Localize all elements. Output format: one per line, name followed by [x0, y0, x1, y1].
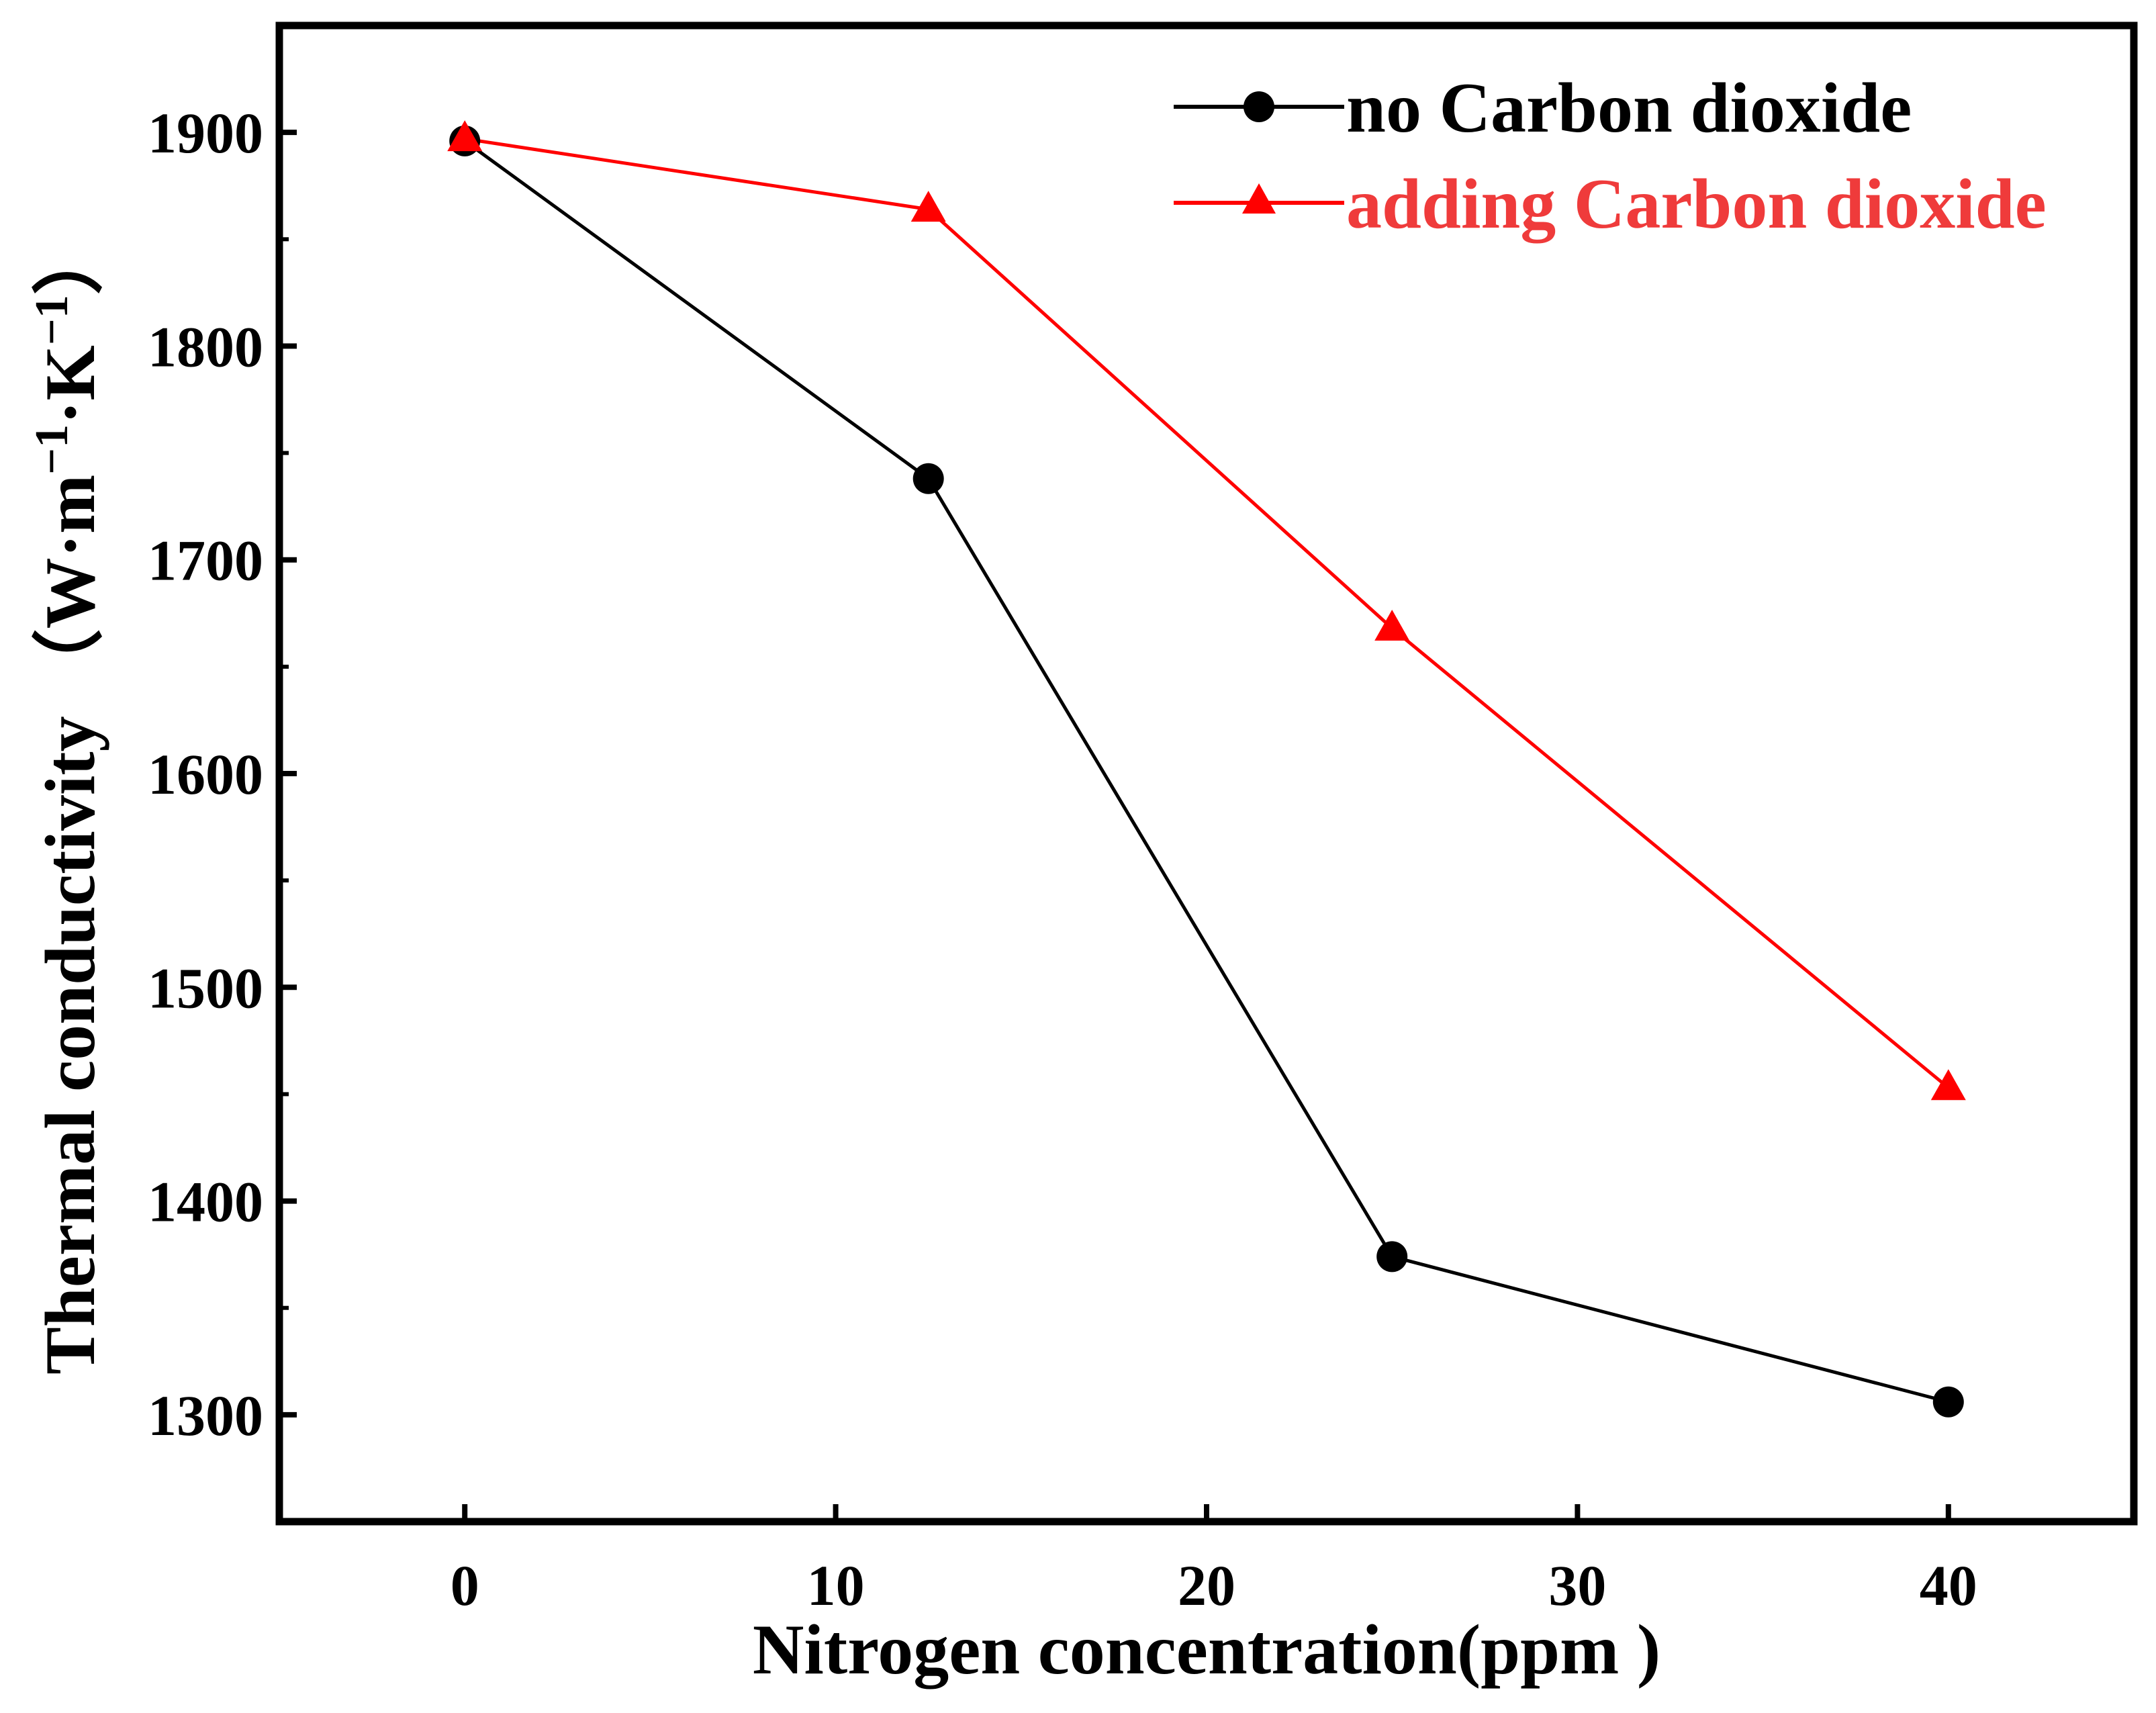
y-tick-label: 1800 — [148, 314, 263, 379]
y-axis-unit-w: W — [31, 557, 109, 629]
plot-frame — [275, 21, 2138, 1526]
y-tick-label: 1400 — [148, 1170, 263, 1234]
tick-labels: 0 10 20 30 40 1300 1400 1500 1600 1700 1800 1900 — [148, 101, 1977, 1618]
data-point-no-carbon-dioxide — [1932, 1386, 1964, 1418]
y-tick-label: 1700 — [148, 528, 263, 593]
y-axis-label: Thermal conductivity（W·m−1·K−1） — [26, 224, 109, 1375]
legend-label-no-carbon-dioxide: no Carbon dioxide — [1346, 68, 1912, 147]
data-point-adding-carbon-dioxide — [910, 191, 946, 222]
y-tick-label: 1300 — [148, 1383, 263, 1448]
y-axis-label-group: Thermal conductivity（W·m−1·K−1） — [26, 224, 109, 1375]
y-axis-unit-dot-2: · — [31, 400, 109, 424]
legend-marker-no-carbon-dioxide — [1244, 91, 1274, 122]
y-tick-label: 1600 — [148, 742, 263, 806]
y-tick-label: 1900 — [148, 101, 263, 165]
series-lines — [463, 137, 1950, 1404]
data-point-adding-carbon-dioxide — [1930, 1069, 1966, 1101]
x-tick-label: 30 — [1548, 1553, 1606, 1618]
legend: no Carbon dioxide adding Carbon dioxide — [1174, 68, 2047, 243]
y-tick-label: 1500 — [148, 956, 263, 1020]
series-line-no-carbon-dioxide — [463, 139, 1949, 1404]
y-axis-unit-k: K — [31, 345, 109, 400]
data-point-adding-carbon-dioxide — [447, 120, 483, 152]
y-axis-unit-dot-1: · — [31, 534, 109, 557]
x-tick-label: 0 — [451, 1553, 479, 1618]
series-markers — [447, 120, 1966, 1418]
x-tick-label: 40 — [1920, 1553, 1977, 1618]
data-point-no-carbon-dioxide — [912, 463, 944, 494]
x-tick-label: 10 — [807, 1553, 865, 1618]
legend-marker-adding-carbon-dioxide — [1242, 183, 1276, 214]
y-axis-unit-open: （ — [31, 629, 109, 700]
x-axis-label: Nitrogen concentration(ppm ) — [753, 1610, 1660, 1689]
x-tick-label: 20 — [1178, 1553, 1235, 1618]
y-axis-unit-m: m — [31, 475, 109, 534]
y-axis-unit-sup-2: −1 — [26, 295, 78, 345]
series-line-adding-carbon-dioxide — [464, 137, 1950, 1089]
y-axis-unit-close: ） — [31, 224, 109, 295]
legend-label-adding-carbon-dioxide: adding Carbon dioxide — [1346, 165, 2047, 243]
data-point-no-carbon-dioxide — [1376, 1241, 1408, 1272]
y-axis-label-text: Thermal conductivity — [31, 716, 109, 1374]
y-axis-unit-sup-1: −1 — [26, 424, 78, 475]
data-point-adding-carbon-dioxide — [1374, 609, 1410, 641]
